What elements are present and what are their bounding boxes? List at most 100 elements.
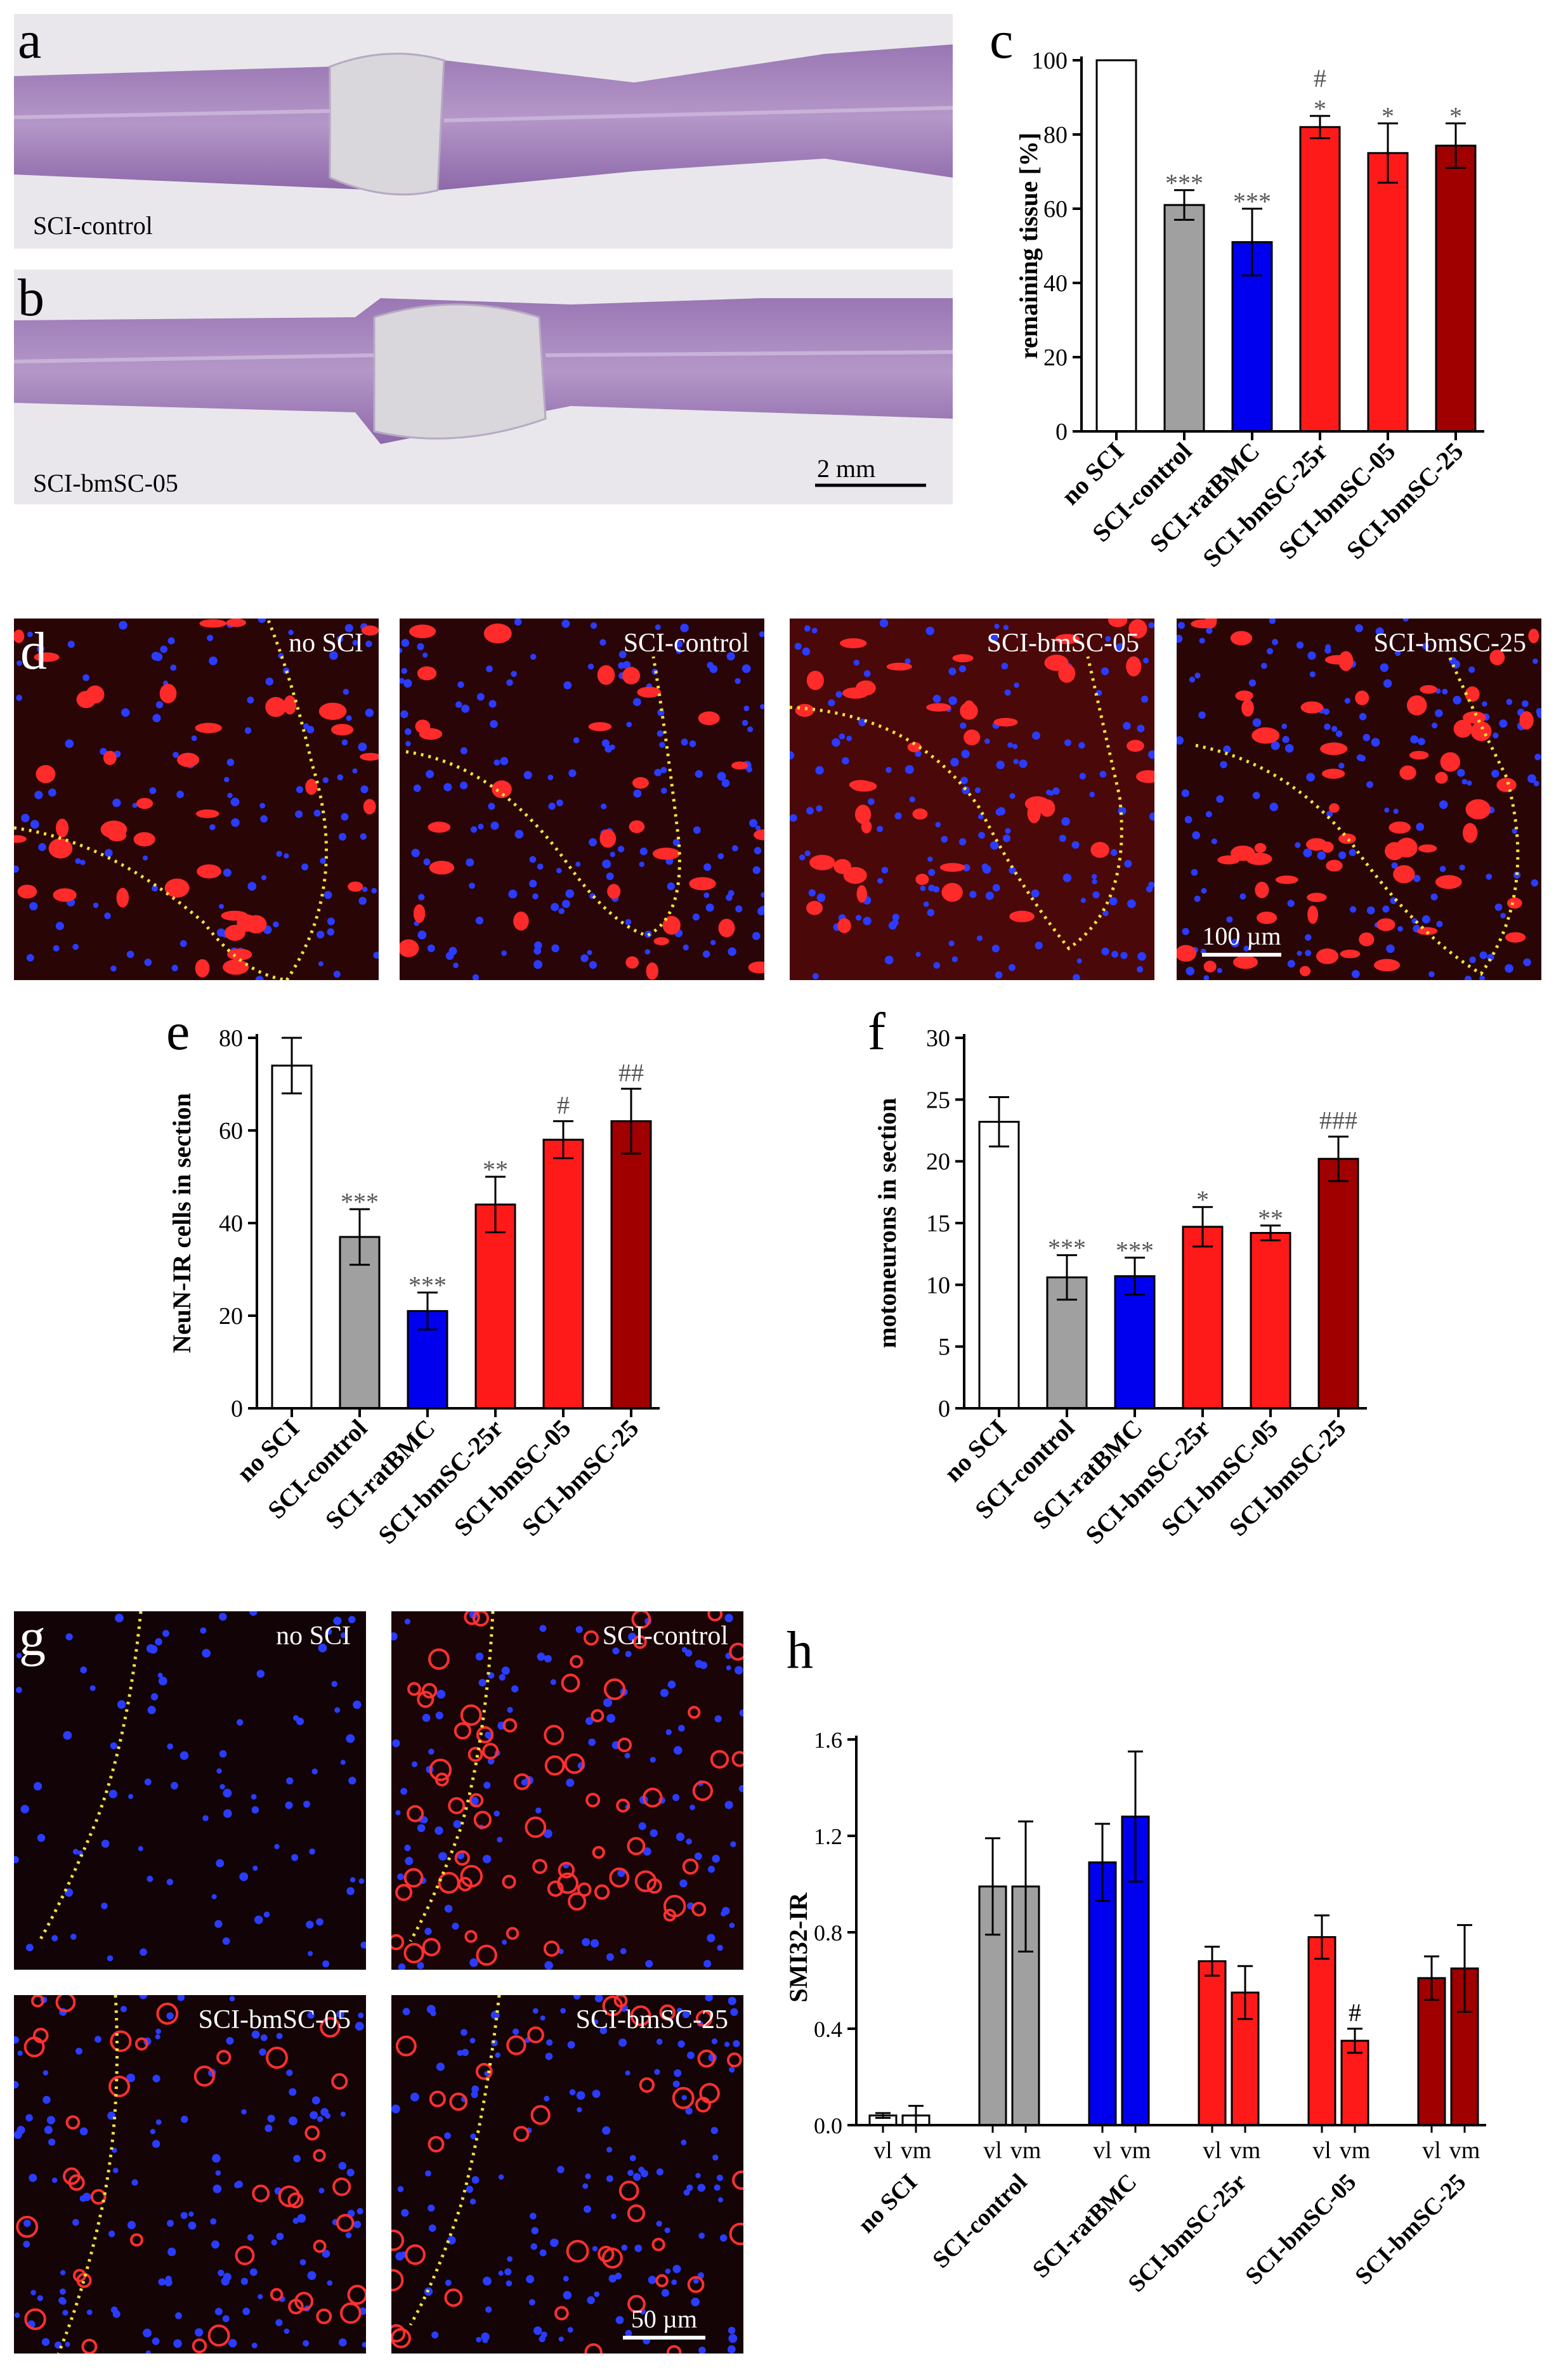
cell-profile [568,1892,587,1911]
nucleus-dot [219,1784,225,1790]
neuron-profile [625,956,639,969]
significance-label: * [1382,101,1394,130]
neuron-profile [86,685,105,704]
nucleus-dot [695,769,703,778]
significance-label: *** [1233,187,1271,216]
sublabel: vm [1449,2137,1480,2164]
neuron-profile [856,885,867,903]
neuron-profile [964,729,981,745]
cell-profile [108,2076,131,2097]
nucleus-dot [422,1713,431,1722]
nucleus-dot [599,2027,608,2034]
cell-profile [651,2237,665,2251]
nucleus-dot [79,2195,87,2203]
cell-profile [602,1995,624,2017]
nucleus-dot [391,1632,398,1640]
bar [1250,1232,1291,1410]
nucleus-dot [634,2244,643,2253]
nucleus-dot [617,1869,625,1877]
nucleus-dot [293,2154,301,2163]
nucleus-dot [1442,688,1448,695]
nucleus-dot [75,2047,82,2055]
nucleus-dot [65,739,74,749]
nucleus-dot [340,1632,346,1639]
nucleus-dot [1469,956,1476,964]
nucleus-dot [576,2091,585,2100]
nucleus-dot [673,1746,683,1755]
nucleus-dot [167,1743,173,1750]
neuron-profile [195,959,210,978]
nucleus-dot [743,705,750,712]
nucleus-dot [1356,754,1364,761]
nucleus-dot [976,935,983,941]
neuron-profile [1329,803,1340,813]
nucleus-dot [1457,769,1465,777]
nucleus-dot [594,2291,600,2297]
micrograph-label: no SCI [289,629,363,658]
nucleus-dot [53,945,60,952]
nucleus-dot [802,647,811,656]
nucleus-dot [724,1800,733,1809]
neuron-profile [1435,875,1462,889]
neuron-profile [637,686,661,698]
nucleus-dot [533,946,542,955]
nucleus-dot [490,720,498,728]
micrograph-panel: SCI-control [400,619,764,980]
y-tick-label: 10 [926,1272,950,1299]
nucleus-dot [1482,701,1487,707]
sublabel: vl [983,2137,1002,2164]
cell-profile [473,1810,492,1829]
neuron-profile [886,662,913,671]
cell-profile [627,2295,646,2314]
neuron-profile [1418,844,1437,853]
nucleus-dot [539,2249,547,2256]
nucleus-dot [532,2008,539,2014]
neuron-profile [17,884,37,899]
nucleus-dot [502,1939,507,1945]
nucleus-dot [1101,667,1109,676]
nucleus-dot [828,699,835,707]
nucleus-dot [1397,926,1403,932]
nucleus-dot [222,2315,230,2322]
nucleus-dot [710,939,716,945]
nucleus-dot [1390,897,1397,905]
neuron-profile [1489,650,1505,665]
nucleus-dot [563,681,572,690]
nucleus-dot [1512,828,1518,834]
nucleus-dot [729,2066,735,2073]
nucleus-dot [1453,695,1461,705]
nucleus-dot [167,2248,176,2256]
nucleus-dot [958,838,967,846]
nucleus-dot [195,2328,204,2337]
nucleus-dot [529,879,537,888]
neuron-profile [34,652,60,662]
nucleus-dot [397,2186,404,2192]
nucleus-dot [714,1715,722,1723]
nucleus-dot [698,2232,705,2239]
nucleus-dot [575,1626,583,1633]
nucleus-dot [145,2350,152,2354]
nucleus-dot [260,2034,268,2041]
nucleus-dot [1101,947,1109,955]
nucleus-dot [933,962,941,969]
nucleus-dot [1014,682,1019,688]
nucleus-dot [1532,658,1538,664]
nucleus-dot [395,2252,405,2261]
nucleus-dot [1177,622,1186,629]
nucleus-dot [1146,886,1153,893]
nucleus-dot [131,2179,138,2186]
nucleus-dot [249,1611,258,1616]
neuron-profile [1235,690,1253,701]
nucleus-dot [1418,738,1425,745]
nucleus-dot [507,1706,513,1713]
nucleus-dot [1494,903,1503,911]
histology-panels [13,14,953,504]
nucleus-dot [340,1760,346,1765]
sublabel: vm [1120,2137,1151,2164]
neuron-profile [854,804,872,824]
cell-profile [391,2327,411,2348]
nucleus-dot [1252,718,1262,727]
nucleus-dot [72,2218,79,2226]
nucleus-dot [336,635,344,643]
micrograph-label: SCI-bmSC-25 [576,2005,728,2034]
